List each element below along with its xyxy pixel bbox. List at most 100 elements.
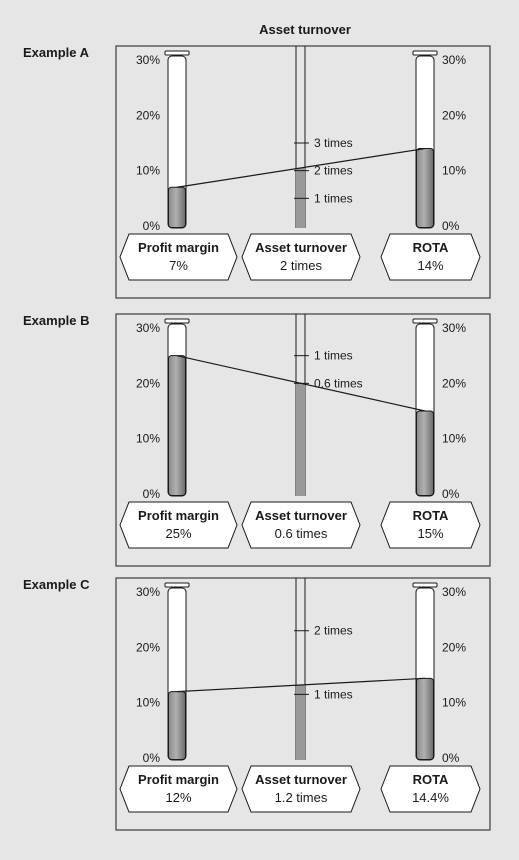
profit-margin-box-shape [119, 765, 238, 813]
scale-tick-right: 30% [442, 321, 466, 335]
profit-margin-tube [164, 318, 190, 497]
asset-turnover-box-shape [241, 233, 361, 281]
asset-turnover-box-value: 0.6 times [275, 526, 328, 541]
example-panel: Example A 0% 0% 10% 10% 20% 20% 30% 30% 3 times 2 … [23, 45, 491, 299]
asset-turnover-box-shape [241, 501, 361, 549]
rota-box-shape [380, 765, 481, 813]
scale-tick-right: 20% [442, 376, 466, 390]
panel-frame [115, 313, 491, 567]
panel-frame [115, 45, 491, 299]
rota-connector-line [176, 677, 426, 693]
asset-turnover-box: Asset turnover 1.2 times [241, 765, 361, 813]
scale-tick-left: 20% [136, 640, 160, 654]
profit-margin-tube-rim [164, 582, 190, 588]
rota-tube-level [416, 148, 434, 229]
scale-tick-left: 10% [136, 164, 160, 178]
scale-tick-right: 0% [442, 487, 460, 501]
profit-margin-box: Profit margin 25% [119, 501, 238, 549]
rota-connector-line [176, 147, 426, 188]
asset-turnover-fill [296, 684, 305, 760]
rota-box-title: ROTA [413, 508, 449, 523]
profit-margin-tube-level [168, 186, 186, 228]
scale-tick-left: 20% [136, 108, 160, 122]
rota-box: ROTA 15% [380, 501, 481, 549]
turnover-tick-label: 2 times [314, 624, 353, 638]
asset-turnover-box: Asset turnover 2 times [241, 233, 361, 281]
rota-box-value: 15% [417, 526, 443, 541]
scale-tick-left: 20% [136, 376, 160, 390]
rota-box-shape [380, 501, 481, 549]
scale-tick-left: 0% [143, 487, 161, 501]
rota-tube-rim [412, 582, 438, 588]
rota-tube-level [416, 677, 434, 761]
rota-tube-rim [412, 318, 438, 324]
scale-tick-left: 30% [136, 53, 160, 67]
example-label: Example C [23, 577, 90, 592]
scale-tick-right: 0% [442, 751, 460, 765]
asset-turnover-box: Asset turnover 0.6 times [241, 501, 361, 549]
example-panel: Example B 0% 0% 10% 10% 20% 20% 30% 30% 1 times 0.… [23, 313, 491, 567]
scale-tick-right: 30% [442, 585, 466, 599]
example-label: Example A [23, 45, 90, 60]
turnover-tick-label: 2 times [314, 164, 353, 178]
rota-box-shape [380, 233, 481, 281]
asset-turnover-box-shape [241, 765, 361, 813]
rota-tube [412, 50, 438, 229]
turnover-tick-label: 1 times [314, 349, 353, 363]
scale-tick-left: 10% [136, 696, 160, 710]
rota-box: ROTA 14.4% [380, 765, 481, 813]
turnover-tick-label: 0.6 times [314, 376, 363, 390]
scale-tick-right: 20% [442, 108, 466, 122]
panel-frame [115, 577, 491, 831]
turnover-tick-label: 1 times [314, 687, 353, 701]
scale-tick-left: 0% [143, 751, 161, 765]
profit-margin-tube-level [168, 691, 186, 760]
scale-tick-left: 10% [136, 432, 160, 446]
profit-margin-tube-level [168, 355, 186, 496]
scale-tick-right: 0% [442, 219, 460, 233]
rota-tube [412, 318, 438, 497]
rota-box: ROTA 14% [380, 233, 481, 281]
rota-box-value: 14% [417, 258, 443, 273]
scale-tick-right: 30% [442, 53, 466, 67]
profit-margin-tube [164, 582, 190, 761]
profit-margin-box: Profit margin 12% [119, 765, 238, 813]
profit-margin-box-value: 25% [165, 526, 191, 541]
scale-tick-left: 0% [143, 219, 161, 233]
scale-tick-left: 30% [136, 585, 160, 599]
profit-margin-box-shape [119, 233, 238, 281]
turnover-tick-label: 3 times [314, 136, 353, 150]
example-label: Example B [23, 313, 89, 328]
profit-margin-box-title: Profit margin [138, 772, 219, 787]
profit-margin-box-value: 7% [169, 258, 188, 273]
asset-turnover-header: Asset turnover [259, 22, 351, 37]
example-panel: Example C 0% 0% 10% 10% 20% 20% 30% 30% 2 times 1 … [23, 577, 491, 831]
scale-tick-left: 30% [136, 321, 160, 335]
profit-margin-tube [164, 50, 190, 229]
rota-box-value: 14.4% [412, 790, 449, 805]
asset-turnover-box-title: Asset turnover [255, 508, 347, 523]
profit-margin-tube-rim [164, 318, 190, 324]
profit-margin-box-shape [119, 501, 238, 549]
scale-tick-right: 10% [442, 432, 466, 446]
asset-turnover-box-value: 1.2 times [275, 790, 328, 805]
scale-tick-right: 10% [442, 696, 466, 710]
asset-turnover-column: 3 times 2 times 1 times [294, 46, 353, 228]
asset-turnover-column: 2 times 1 times [294, 578, 353, 760]
turnover-tick-label: 1 times [314, 191, 353, 205]
rota-box-title: ROTA [413, 240, 449, 255]
asset-turnover-box-title: Asset turnover [255, 240, 347, 255]
rota-connector-line [176, 355, 426, 412]
asset-turnover-box-value: 2 times [280, 258, 322, 273]
profit-margin-box-title: Profit margin [138, 508, 219, 523]
profit-margin-box-title: Profit margin [138, 240, 219, 255]
example-panels: Example A 0% 0% 10% 10% 20% 20% 30% 30% 3 times 2 … [23, 45, 491, 831]
profit-margin-box: Profit margin 7% [119, 233, 238, 281]
profit-margin-tube-rim [164, 50, 190, 56]
rota-tube-level [416, 410, 434, 496]
asset-turnover-box-title: Asset turnover [255, 772, 347, 787]
rota-tube [412, 582, 438, 761]
asset-turnover-column: 1 times 0.6 times [294, 314, 363, 496]
